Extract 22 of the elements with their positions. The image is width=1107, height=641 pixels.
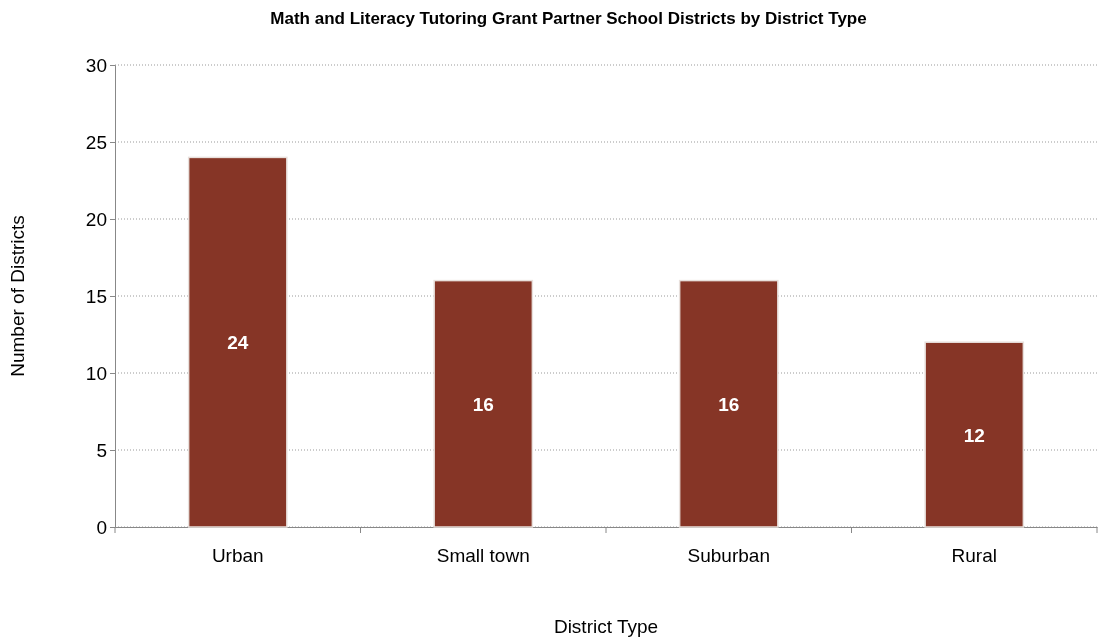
y-tick-label: 0 xyxy=(96,516,107,538)
y-tick-label: 15 xyxy=(85,285,107,307)
x-tick-label: Urban xyxy=(211,545,264,567)
y-tick-label: 5 xyxy=(96,439,107,461)
data-label: 16 xyxy=(718,393,740,415)
y-tick-label: 10 xyxy=(85,362,107,384)
bar xyxy=(187,156,288,528)
x-tick-label: Rural xyxy=(951,545,997,567)
data-label: 12 xyxy=(963,424,985,446)
y-tick-label: 30 xyxy=(85,54,107,76)
chart-title: Math and Literacy Tutoring Grant Partner School Districts by District Type xyxy=(270,9,867,28)
bar xyxy=(924,341,1025,528)
y-tick-label: 20 xyxy=(85,208,107,230)
bar xyxy=(678,279,779,528)
bar xyxy=(433,279,534,528)
data-label: 24 xyxy=(227,332,249,354)
y-tick-label: 25 xyxy=(85,131,107,153)
x-tick-label: Small town xyxy=(436,545,530,567)
data-label: 16 xyxy=(472,393,494,415)
x-tick-label: Suburban xyxy=(687,545,770,567)
y-axis-title: Number of Districts xyxy=(7,215,28,377)
x-axis-title: District Type xyxy=(553,616,659,637)
